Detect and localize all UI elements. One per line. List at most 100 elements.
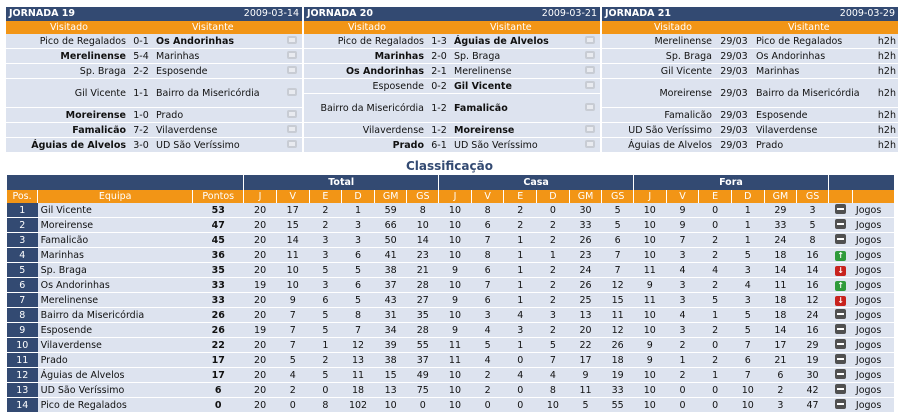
tv-icon[interactable]: [585, 50, 595, 59]
jogos-link[interactable]: Jogos: [852, 337, 894, 353]
jogos-link[interactable]: Jogos: [852, 352, 894, 368]
fixture-date: 29/03: [714, 107, 754, 123]
team-name: Os Andorinhas: [37, 277, 193, 293]
away-team: UD São Veríssimo: [154, 137, 282, 153]
home-games: 10: [438, 232, 472, 248]
away-wins: 9: [666, 203, 699, 218]
standings-row: 4 Marinhas 36 20 11 3 6 41 23 10 8 1 1 23 7 10 3 2 5 18 16 ↑ J…: [7, 247, 894, 263]
jogos-link[interactable]: Jogos: [852, 292, 894, 308]
position: 8: [7, 307, 38, 323]
home-wins: 6: [471, 292, 504, 308]
home-draws: 2: [503, 203, 537, 218]
match-row: Águias de Alvelos 3-0 UD São Veríssimo: [6, 137, 302, 153]
total-goals-against: 14: [406, 232, 439, 248]
jogos-link[interactable]: Jogos: [852, 397, 894, 413]
fixture-date: 29/03: [714, 122, 754, 138]
col-gm: GM: [568, 190, 602, 203]
tv-icon[interactable]: [287, 139, 297, 148]
jogos-link[interactable]: Jogos: [852, 217, 894, 233]
away-games: 10: [633, 322, 667, 338]
jogos-link[interactable]: Jogos: [852, 382, 894, 398]
position: 5: [7, 262, 38, 278]
jogos-link[interactable]: Jogos: [852, 277, 894, 293]
tv-icon[interactable]: [287, 87, 297, 96]
jogos-link[interactable]: Jogos: [852, 322, 894, 338]
home-goals-for: 30: [569, 203, 602, 218]
team-name: Moreirense: [37, 217, 193, 233]
away-games: 10: [633, 247, 667, 263]
tv-icon[interactable]: [585, 139, 595, 148]
jogos-link[interactable]: Jogos: [852, 262, 894, 278]
tv-icon[interactable]: [287, 65, 297, 74]
points: 26: [192, 322, 244, 338]
home-wins: 2: [471, 367, 504, 383]
home-losses: 2: [536, 322, 570, 338]
h2h-link[interactable]: h2h: [874, 63, 898, 79]
fixtures-table: Merelinense 29/03 Pico de Regalados h2h Sp.…: [602, 34, 898, 153]
home-wins: 8: [471, 247, 504, 263]
tv-icon[interactable]: [287, 109, 297, 118]
jogos-link[interactable]: Jogos: [852, 232, 894, 248]
home-team: Famalicão: [602, 107, 714, 123]
home-games: 10: [438, 382, 472, 398]
away-losses: 5: [731, 322, 765, 338]
tv-icon[interactable]: [585, 124, 595, 133]
home-goals-against: 12: [601, 277, 634, 293]
tv-icon[interactable]: [287, 124, 297, 133]
score: 1-2: [426, 93, 452, 123]
h2h-link[interactable]: h2h: [874, 78, 898, 108]
h2h-link[interactable]: h2h: [874, 122, 898, 138]
away-goals-against: 16: [796, 277, 829, 293]
jogos-link[interactable]: Jogos: [852, 203, 894, 218]
total-losses: 6: [341, 247, 375, 263]
total-goals-for: 31: [374, 307, 407, 323]
home-games: 9: [438, 262, 472, 278]
away-team: Sp. Braga: [452, 48, 580, 64]
total-goals-for: 34: [374, 322, 407, 338]
tv-icon[interactable]: [287, 35, 297, 44]
tv-icon[interactable]: [287, 50, 297, 59]
h2h-link[interactable]: h2h: [874, 107, 898, 123]
jogos-link[interactable]: Jogos: [852, 247, 894, 263]
h2h-link[interactable]: h2h: [874, 48, 898, 64]
tv-icon[interactable]: [585, 65, 595, 74]
score: 3-0: [128, 137, 154, 153]
away-wins: 2: [666, 337, 699, 353]
home-team: Pico de Regalados: [6, 34, 128, 49]
tv-icon[interactable]: [585, 35, 595, 44]
total-games: 20: [243, 352, 277, 368]
away-losses: 1: [731, 217, 765, 233]
away-goals-against: 24: [796, 307, 829, 323]
jogos-link[interactable]: Jogos: [852, 307, 894, 323]
total-draws: 6: [309, 292, 342, 308]
away-goals-against: 12: [796, 292, 829, 308]
away-games: 10: [633, 382, 667, 398]
col-away-label: Visitante: [192, 22, 234, 33]
jogos-link[interactable]: Jogos: [852, 367, 894, 383]
standings-title: Classificação: [406, 159, 493, 173]
home-team: Famalicão: [72, 124, 126, 136]
tv-icon[interactable]: [585, 102, 595, 111]
total-draws: 3: [309, 247, 342, 263]
total-wins: 11: [276, 247, 310, 263]
away-goals-against: 19: [796, 352, 829, 368]
matches-table: Pico de Regalados 1-3 Águias de Alvelos Ma…: [304, 34, 600, 153]
home-team: Sp. Braga: [602, 48, 714, 64]
away-games: 10: [633, 232, 667, 248]
no-change-icon: [835, 323, 847, 334]
home-team: Moreirense: [65, 109, 126, 121]
tv-icon[interactable]: [585, 80, 595, 89]
away-wins: 4: [666, 262, 699, 278]
total-goals-against: 75: [406, 382, 439, 398]
jornada-date: 2009-03-14: [243, 8, 299, 19]
no-change-icon: [835, 383, 847, 394]
away-goals-for: 18: [764, 247, 797, 263]
col-away-label: Visitante: [788, 22, 830, 33]
team-name: Pico de Regalados: [37, 397, 193, 413]
match-row: Merelinense 5-4 Marinhas: [6, 48, 302, 64]
away-goals-against: 14: [796, 262, 829, 278]
standings-row: 13 UD São Veríssimo 6 20 2 0 18 13 75 10 2 0 8 11 33 10…: [7, 382, 894, 398]
h2h-link[interactable]: h2h: [874, 137, 898, 153]
h2h-link[interactable]: h2h: [874, 34, 898, 49]
